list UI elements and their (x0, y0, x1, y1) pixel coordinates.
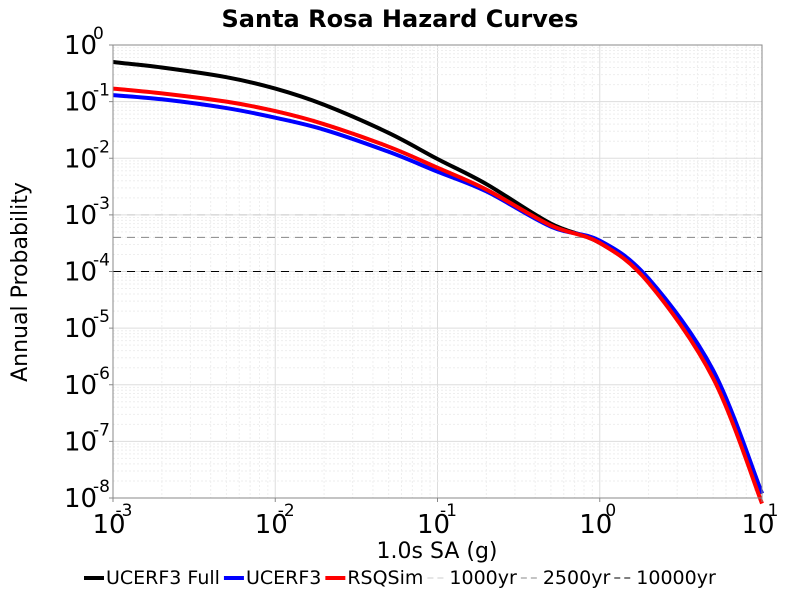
legend-item-2500yr: 2500yr (520, 567, 611, 589)
series-lines (112, 60, 764, 505)
legend-item-ucerf3: UCERF3 (223, 567, 321, 589)
series-line-ucerf3 (112, 93, 764, 495)
y-tick-label: 10-2 (64, 137, 113, 174)
x-tick-label: 10-2 (255, 498, 295, 540)
x-tick-label: 10-1 (417, 498, 457, 540)
x-tick-exponent: 0 (605, 501, 616, 521)
legend-item-rsqsim: RSQSim (325, 567, 423, 589)
reference-lines (113, 214, 762, 272)
series-line-rsqsim (112, 86, 764, 505)
y-tick-exponent: -3 (93, 194, 110, 214)
y-tick-exponent: -6 (93, 364, 110, 384)
y-tick-exponent: -8 (93, 477, 110, 497)
y-tick-base: 10 (64, 201, 97, 231)
y-tick-label: 100 (64, 24, 113, 61)
x-tick-label: 101 (741, 498, 778, 540)
y-tick-base: 10 (64, 484, 97, 514)
y-tick-base: 10 (64, 314, 97, 344)
y-tick-exponent: -7 (93, 420, 110, 440)
y-tick-base: 10 (64, 88, 97, 118)
x-tick-base: 10 (579, 510, 612, 540)
legend-item-ucerf3-full: UCERF3 Full (84, 567, 220, 589)
x-axis-label: 1.0s SA (g) (377, 539, 498, 564)
legend-label: 10000yr (636, 567, 716, 589)
x-tick-base: 10 (255, 510, 288, 540)
x-tick-base: 10 (417, 510, 450, 540)
y-tick-exponent: -2 (93, 137, 110, 157)
y-tick-base: 10 (64, 144, 97, 174)
y-axis-label: Annual Probability (8, 182, 33, 382)
y-tick-exponent: -5 (93, 307, 110, 327)
legend-item-1000yr: 1000yr (427, 567, 517, 589)
legend-label: UCERF3 (246, 567, 321, 589)
y-tick-base: 10 (64, 371, 97, 401)
x-axis-ticks: 10-3 10-2 10-1 100 101 (92, 498, 778, 540)
x-tick-label: 100 (579, 498, 616, 540)
x-tick-base: 10 (92, 510, 125, 540)
y-tick-base: 10 (64, 258, 97, 288)
y-tick-base: 10 (64, 427, 97, 457)
legend: UCERF3 Full UCERF3 RSQSim 1000yr 2500yr 10000… (84, 567, 716, 589)
x-tick-exponent: -1 (440, 501, 457, 521)
legend-label: 1000yr (449, 567, 517, 589)
y-tick-label: 10-7 (64, 420, 113, 457)
y-tick-exponent: 0 (93, 24, 104, 44)
y-tick-base: 10 (64, 31, 97, 61)
x-tick-exponent: -3 (116, 501, 133, 521)
chart-title: Santa Rosa Hazard Curves (222, 5, 579, 33)
y-tick-label: 10-4 (64, 251, 113, 288)
x-tick-label: 10-3 (92, 498, 132, 540)
y-tick-exponent: -1 (93, 81, 110, 101)
y-tick-exponent: -4 (93, 251, 110, 271)
y-tick-label: 10-1 (64, 81, 113, 118)
x-tick-exponent: -2 (278, 501, 295, 521)
legend-label: UCERF3 Full (106, 567, 220, 589)
legend-item-10000yr: 10000yr (614, 567, 716, 589)
x-tick-exponent: 1 (768, 501, 779, 521)
y-tick-label: 10-6 (64, 364, 113, 401)
legend-label: RSQSim (347, 567, 423, 589)
y-tick-label: 10-8 (64, 477, 113, 514)
y-tick-label: 10-5 (64, 307, 113, 344)
legend-label: 2500yr (543, 567, 611, 589)
x-tick-base: 10 (741, 510, 774, 540)
y-tick-label: 10-3 (64, 194, 113, 231)
